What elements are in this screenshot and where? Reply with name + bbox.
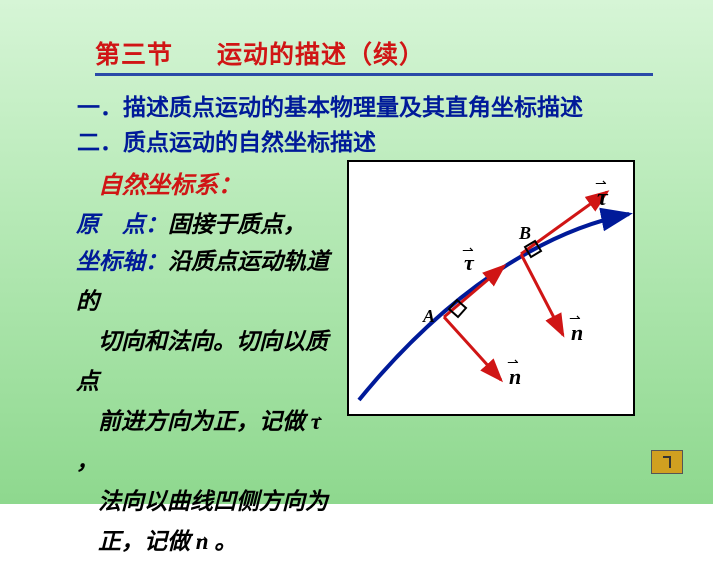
label-A: A <box>422 306 435 326</box>
origin-text: 固接于质点， <box>168 212 306 237</box>
title-underline <box>95 73 653 76</box>
axis-label: 坐标轴： <box>76 249 168 274</box>
vector-tau-A <box>444 266 504 317</box>
vector-n-B <box>521 254 563 335</box>
axis-comma: ， <box>76 449 99 474</box>
slide: 第三节 运动的描述（续） 一．描述质点运动的基本物理量及其直角坐标描述 二．质点… <box>0 0 713 504</box>
tau-symbol: ⇀τ <box>311 409 321 434</box>
coord-system-label: 自然坐标系： <box>98 165 242 200</box>
axis-line3: 前进方向为正，记做 <box>98 409 305 434</box>
axis-line5: 正，记做 <box>98 529 190 554</box>
svg-text:⇀: ⇀ <box>569 312 581 327</box>
svg-text:⇀: ⇀ <box>507 356 519 371</box>
svg-text:⇀: ⇀ <box>462 244 474 259</box>
diagram-svg: A B τ ⇀ n ⇀ τ ⇀ n ⇀ <box>349 162 633 414</box>
nav-icon[interactable] <box>651 450 683 474</box>
origin-line: 原 点：固接于质点， <box>76 205 306 239</box>
axis-line2: 切向和法向。切向以质点 <box>76 329 328 394</box>
svg-text:⇀: ⇀ <box>595 177 607 192</box>
axis-block: 坐标轴：沿质点运动轨道的 切向和法向。切向以质点 前进方向为正，记做 ⇀τ ， … <box>76 242 346 562</box>
axis-period: 。 <box>209 529 238 554</box>
label-B: B <box>518 223 531 243</box>
heading-2: 二．质点运动的自然坐标描述 <box>77 123 376 157</box>
axis-line4: 法向以曲线凹侧方向为 <box>98 489 328 514</box>
slide-title: 第三节 运动的描述（续） <box>95 35 653 71</box>
title-section: 第三节 <box>95 42 173 69</box>
diagram: A B τ ⇀ n ⇀ τ ⇀ n ⇀ <box>347 160 635 416</box>
vector-n-A <box>444 317 501 380</box>
title-name: 运动的描述（续） <box>217 42 425 69</box>
heading-1: 一．描述质点运动的基本物理量及其直角坐标描述 <box>77 88 583 122</box>
origin-label: 原 点： <box>76 212 168 237</box>
n-symbol: ⇀n <box>196 529 209 554</box>
